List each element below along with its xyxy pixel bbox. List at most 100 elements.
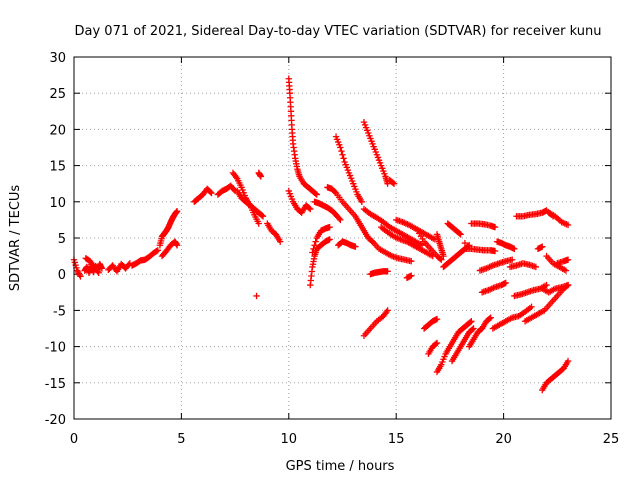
data-point: [408, 272, 415, 279]
series-seg38: [444, 220, 464, 238]
data-point: [528, 303, 535, 310]
data-point: [253, 292, 260, 300]
data-point: [98, 265, 106, 272]
series-seg36: [433, 318, 475, 376]
y-tick-label: -20: [45, 413, 66, 428]
grid: [74, 57, 611, 419]
data-point: [258, 212, 266, 219]
data-point: [77, 273, 84, 280]
data-point: [502, 279, 509, 287]
series-seg16: [285, 187, 314, 216]
data-point: [277, 238, 284, 245]
data-point: [564, 281, 572, 289]
data-point: [312, 238, 319, 245]
data-point: [208, 189, 215, 197]
series-seg09: [214, 182, 239, 198]
series-seg48: [506, 260, 540, 271]
y-tick-label: 25: [49, 87, 66, 102]
data-point: [467, 318, 474, 326]
series-seg47: [493, 238, 518, 253]
x-tick-label: 25: [603, 432, 620, 447]
data-point: [94, 268, 101, 275]
series-seg21: [332, 133, 366, 205]
series-seg03: [82, 255, 102, 276]
data-point: [338, 147, 345, 155]
data-point: [358, 198, 366, 205]
data-point: [562, 267, 570, 274]
series-seg53: [539, 281, 572, 296]
data-point: [313, 191, 320, 198]
x-tick-label: 0: [70, 432, 78, 447]
series-seg27: [369, 238, 415, 265]
data-point: [532, 263, 540, 271]
series-seg43: [468, 220, 499, 231]
series-seg31: [403, 272, 415, 282]
data-point: [564, 357, 572, 365]
data-point: [95, 269, 102, 276]
series-seg25: [360, 307, 391, 339]
data-point: [255, 220, 262, 227]
x-axis-label: GPS time / hours: [286, 459, 395, 474]
data-point: [384, 307, 391, 314]
data-point: [339, 151, 346, 158]
series-seg34: [425, 339, 441, 358]
series-seg01: [70, 256, 84, 280]
series-seg29: [386, 176, 398, 187]
data-point: [456, 230, 463, 237]
series-seg39: [448, 325, 477, 365]
data-point: [232, 173, 240, 181]
data-point: [468, 318, 475, 325]
data-point: [511, 245, 518, 253]
x-tick-label: 20: [495, 432, 512, 447]
series-seg04: [105, 260, 134, 275]
data-point: [461, 239, 469, 247]
series-seg06: [156, 208, 181, 249]
series-seg23: [360, 118, 391, 187]
data-point: [389, 179, 397, 186]
data-point: [307, 205, 314, 213]
series-seg40: [466, 314, 494, 350]
series-seg42: [461, 239, 469, 247]
data-point: [564, 221, 572, 229]
data-point: [457, 231, 464, 238]
series-seg32: [414, 227, 445, 263]
y-tick-label: 0: [58, 268, 66, 283]
data-points: [70, 75, 572, 394]
data-point: [154, 247, 161, 254]
series-seg19: [311, 198, 344, 224]
data-point: [433, 315, 441, 323]
y-tick-label: -10: [45, 341, 66, 356]
series-seg54: [539, 357, 572, 394]
data-point: [326, 236, 333, 243]
data-point: [331, 188, 339, 196]
series-seg35: [433, 231, 447, 260]
data-point: [384, 268, 391, 275]
data-point: [486, 315, 493, 322]
data-point: [337, 144, 344, 151]
series-seg11: [234, 187, 267, 220]
series-seg50: [513, 207, 557, 220]
data-point: [433, 339, 441, 347]
data-point: [257, 173, 265, 180]
data-point: [543, 281, 550, 289]
y-tick-label: 10: [49, 196, 66, 211]
data-point: [390, 180, 398, 187]
data-point: [352, 243, 359, 250]
data-point: [153, 247, 160, 255]
x-tick-label: 5: [177, 432, 185, 447]
data-point: [173, 208, 181, 215]
series-seg12: [255, 169, 265, 180]
data-point: [384, 180, 391, 187]
y-tick-label: 20: [49, 123, 66, 138]
data-point: [508, 256, 516, 263]
data-point: [564, 256, 572, 263]
data-point: [173, 242, 181, 249]
series-seg28: [377, 223, 436, 260]
data-point: [310, 245, 317, 253]
data-point: [432, 340, 440, 348]
y-tick-label: 5: [58, 232, 66, 247]
series-seg10: [229, 169, 262, 227]
data-point: [311, 242, 318, 249]
chart-title: Day 071 of 2021, Sidereal Day-to-day VTE…: [75, 24, 602, 39]
series-seg07: [158, 238, 181, 260]
